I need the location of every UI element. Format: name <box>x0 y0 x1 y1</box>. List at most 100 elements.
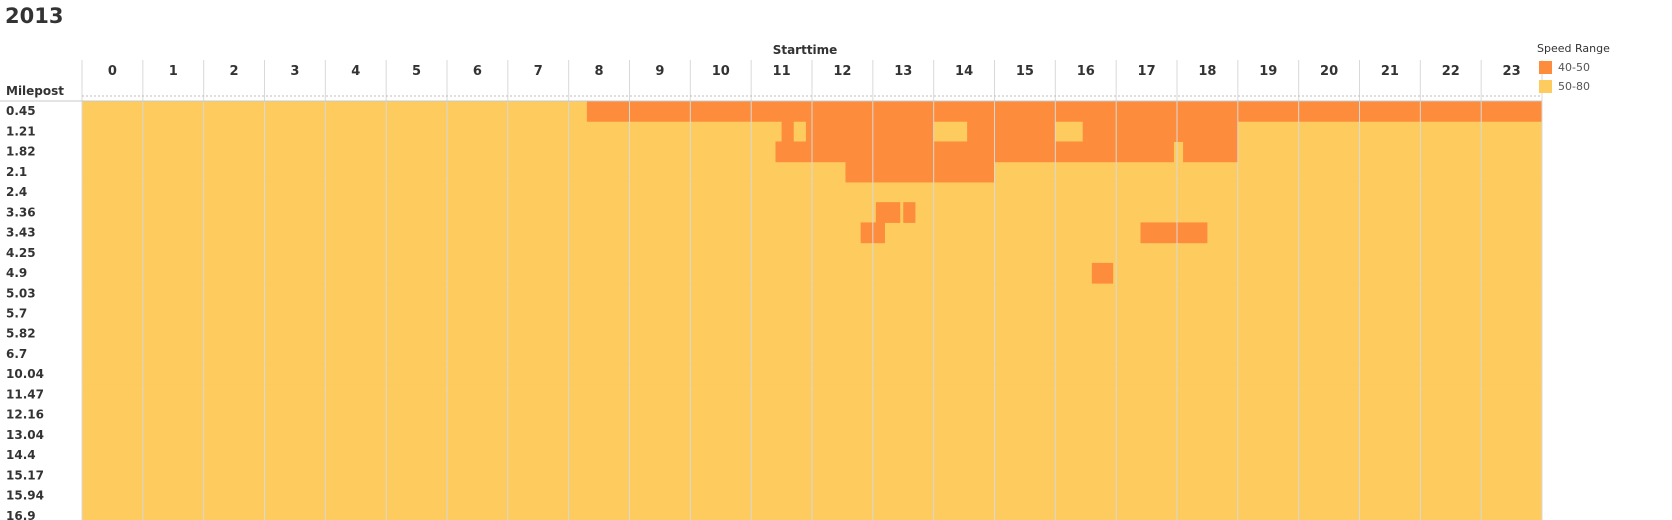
heatmap-cell-5.03-11[interactable] <box>751 283 813 304</box>
heatmap-cell-4.25-1[interactable] <box>142 242 205 264</box>
heatmap-cell-3.43-5[interactable] <box>386 222 448 244</box>
heatmap-cell-14.4-10[interactable] <box>690 445 752 466</box>
heatmap-cell-13.04-3[interactable] <box>264 424 326 446</box>
heatmap-cell-2.1-21[interactable] <box>1359 161 1421 183</box>
heatmap-cell-5.03-3[interactable] <box>264 283 326 304</box>
heatmap-cell-1.21-9[interactable] <box>629 121 691 142</box>
heatmap-cell-16.9-14[interactable] <box>933 505 995 520</box>
heatmap-cell-5.7-20[interactable] <box>1298 303 1360 325</box>
heatmap-cell-16.9-23[interactable] <box>1481 505 1543 520</box>
heatmap-cell-10.04-3[interactable] <box>264 364 326 385</box>
heatmap-cell-6.7-2[interactable] <box>203 343 265 365</box>
heatmap-cell-5.7-11[interactable] <box>751 303 813 325</box>
heatmap-cell-10.04-6[interactable] <box>447 364 509 385</box>
heatmap-cell-11.47-1[interactable] <box>142 384 205 406</box>
heatmap-cell-10.04-17[interactable] <box>1116 364 1178 385</box>
heatmap-cell-10.04-14[interactable] <box>933 364 995 385</box>
heatmap-cell-10.04-23[interactable] <box>1481 364 1543 385</box>
heatmap-cell-3.43-20[interactable] <box>1298 222 1360 244</box>
heatmap-cell-1.82-22[interactable] <box>1420 141 1482 163</box>
heatmap-cell-12.16-14[interactable] <box>933 404 995 426</box>
heatmap-cell-11.47-19[interactable] <box>1237 384 1300 406</box>
heatmap-cell-11.47-10[interactable] <box>690 384 752 406</box>
heatmap-cell-6.7-4[interactable] <box>325 343 387 365</box>
heatmap-cell-16.9-12[interactable] <box>812 505 874 520</box>
heatmap-cell-1.21-0[interactable] <box>82 121 144 142</box>
heatmap-cell-6.7-6[interactable] <box>447 343 509 365</box>
heatmap-cell-11.47-3[interactable] <box>264 384 326 406</box>
heatmap-cell-3.43-9[interactable] <box>629 222 691 244</box>
heatmap-cell-6.7-5[interactable] <box>386 343 448 365</box>
heatmap-cell-12.16-0[interactable] <box>82 404 144 426</box>
heatmap-cell-1.21-1[interactable] <box>142 121 205 142</box>
heatmap-cell-2.1-4[interactable] <box>325 161 387 183</box>
heatmap-cell-5.03-1[interactable] <box>142 283 205 304</box>
heatmap-cell-10.04-13[interactable] <box>872 364 935 385</box>
heatmap-cell-0.45-5[interactable] <box>386 101 448 122</box>
heatmap-cell-3.36-6[interactable] <box>447 202 509 223</box>
heatmap-cell-5.82-13[interactable] <box>872 323 935 345</box>
heatmap-cell-0.45-3[interactable] <box>264 101 326 122</box>
heatmap-cell-1.82-9[interactable] <box>629 141 691 163</box>
heatmap-cell-4.25-16[interactable] <box>1055 242 1117 264</box>
heatmap-cell-2.4-15[interactable] <box>994 181 1056 203</box>
heatmap-cell-15.17-6[interactable] <box>447 465 509 487</box>
heatmap-cell-14.4-12[interactable] <box>812 445 874 466</box>
heatmap-cell-3.36-1[interactable] <box>142 202 205 223</box>
heatmap-cell-12.16-5[interactable] <box>386 404 448 426</box>
heatmap-cell-13.04-17[interactable] <box>1116 424 1178 446</box>
heatmap-cell-16.9-22[interactable] <box>1420 505 1482 520</box>
heatmap-cell-15.94-15[interactable] <box>994 485 1056 507</box>
heatmap-cell-4.25-23[interactable] <box>1481 242 1543 264</box>
heatmap-cell-4.25-10[interactable] <box>690 242 752 264</box>
heatmap-cell-6.7-13[interactable] <box>872 343 935 365</box>
heatmap-cell-2.4-1[interactable] <box>142 181 205 203</box>
heatmap-cell-10.04-12[interactable] <box>812 364 874 385</box>
heatmap-cell-16.9-3[interactable] <box>264 505 326 520</box>
heatmap-cell-3.36-18[interactable] <box>1177 202 1239 223</box>
heatmap-cell-2.4-0[interactable] <box>82 181 144 203</box>
heatmap-cell-6.7-0[interactable] <box>82 343 144 365</box>
heatmap-cell-2.4-22[interactable] <box>1420 181 1482 203</box>
heatmap-cell-2.4-7[interactable] <box>507 181 570 203</box>
heatmap-cell-15.94-1[interactable] <box>142 485 205 507</box>
heatmap-cell-6.7-10[interactable] <box>690 343 752 365</box>
heatmap-cell-4.9-18[interactable] <box>1177 262 1239 284</box>
heatmap-cell-5.82-15[interactable] <box>994 323 1056 345</box>
heatmap-cell-16.9-0[interactable] <box>82 505 144 520</box>
heatmap-cell-12.16-8[interactable] <box>568 404 630 426</box>
heatmap-cell-13.04-20[interactable] <box>1298 424 1360 446</box>
heatmap-cell-4.25-21[interactable] <box>1359 242 1421 264</box>
heatmap-cell-5.03-2[interactable] <box>203 283 265 304</box>
legend-item-40-50[interactable]: 40-50 <box>1537 58 1610 77</box>
heatmap-cell-11.47-12[interactable] <box>812 384 874 406</box>
heatmap-cell-15.17-15[interactable] <box>994 465 1056 487</box>
heatmap-cell-5.7-3[interactable] <box>264 303 326 325</box>
heatmap-cell-12.16-21[interactable] <box>1359 404 1421 426</box>
heatmap-cell-5.03-19[interactable] <box>1237 283 1300 304</box>
heatmap-cell-5.82-6[interactable] <box>447 323 509 345</box>
heatmap-cell-5.7-9[interactable] <box>629 303 691 325</box>
heatmap-cell-10.04-20[interactable] <box>1298 364 1360 385</box>
heatmap-cell-14.4-11[interactable] <box>751 445 813 466</box>
heatmap-cell-2.1-22[interactable] <box>1420 161 1482 183</box>
heatmap-cell-16.9-18[interactable] <box>1177 505 1239 520</box>
heatmap-cell-5.7-19[interactable] <box>1237 303 1300 325</box>
heatmap-cell-16.9-17[interactable] <box>1116 505 1178 520</box>
heatmap-cell-13.04-2[interactable] <box>203 424 265 446</box>
heatmap-cell-5.03-10[interactable] <box>690 283 752 304</box>
heatmap-cell-4.9-10[interactable] <box>690 262 752 284</box>
heatmap-cell-2.4-14[interactable] <box>933 181 995 203</box>
heatmap-cell-15.94-5[interactable] <box>386 485 448 507</box>
heatmap-cell-5.82-3[interactable] <box>264 323 326 345</box>
heatmap-cell-1.82-2[interactable] <box>203 141 265 163</box>
heatmap-cell-4.9-8[interactable] <box>568 262 630 284</box>
heatmap-cell-4.25-0[interactable] <box>82 242 144 264</box>
heatmap-cell-4.25-12[interactable] <box>812 242 874 264</box>
heatmap-cell-3.36-8[interactable] <box>568 202 630 223</box>
heatmap-cell-13.04-6[interactable] <box>447 424 509 446</box>
heatmap-cell-15.94-19[interactable] <box>1237 485 1300 507</box>
heatmap-cell-5.03-15[interactable] <box>994 283 1056 304</box>
heatmap-cell-15.94-21[interactable] <box>1359 485 1421 507</box>
heatmap-cell-4.9-11[interactable] <box>751 262 813 284</box>
